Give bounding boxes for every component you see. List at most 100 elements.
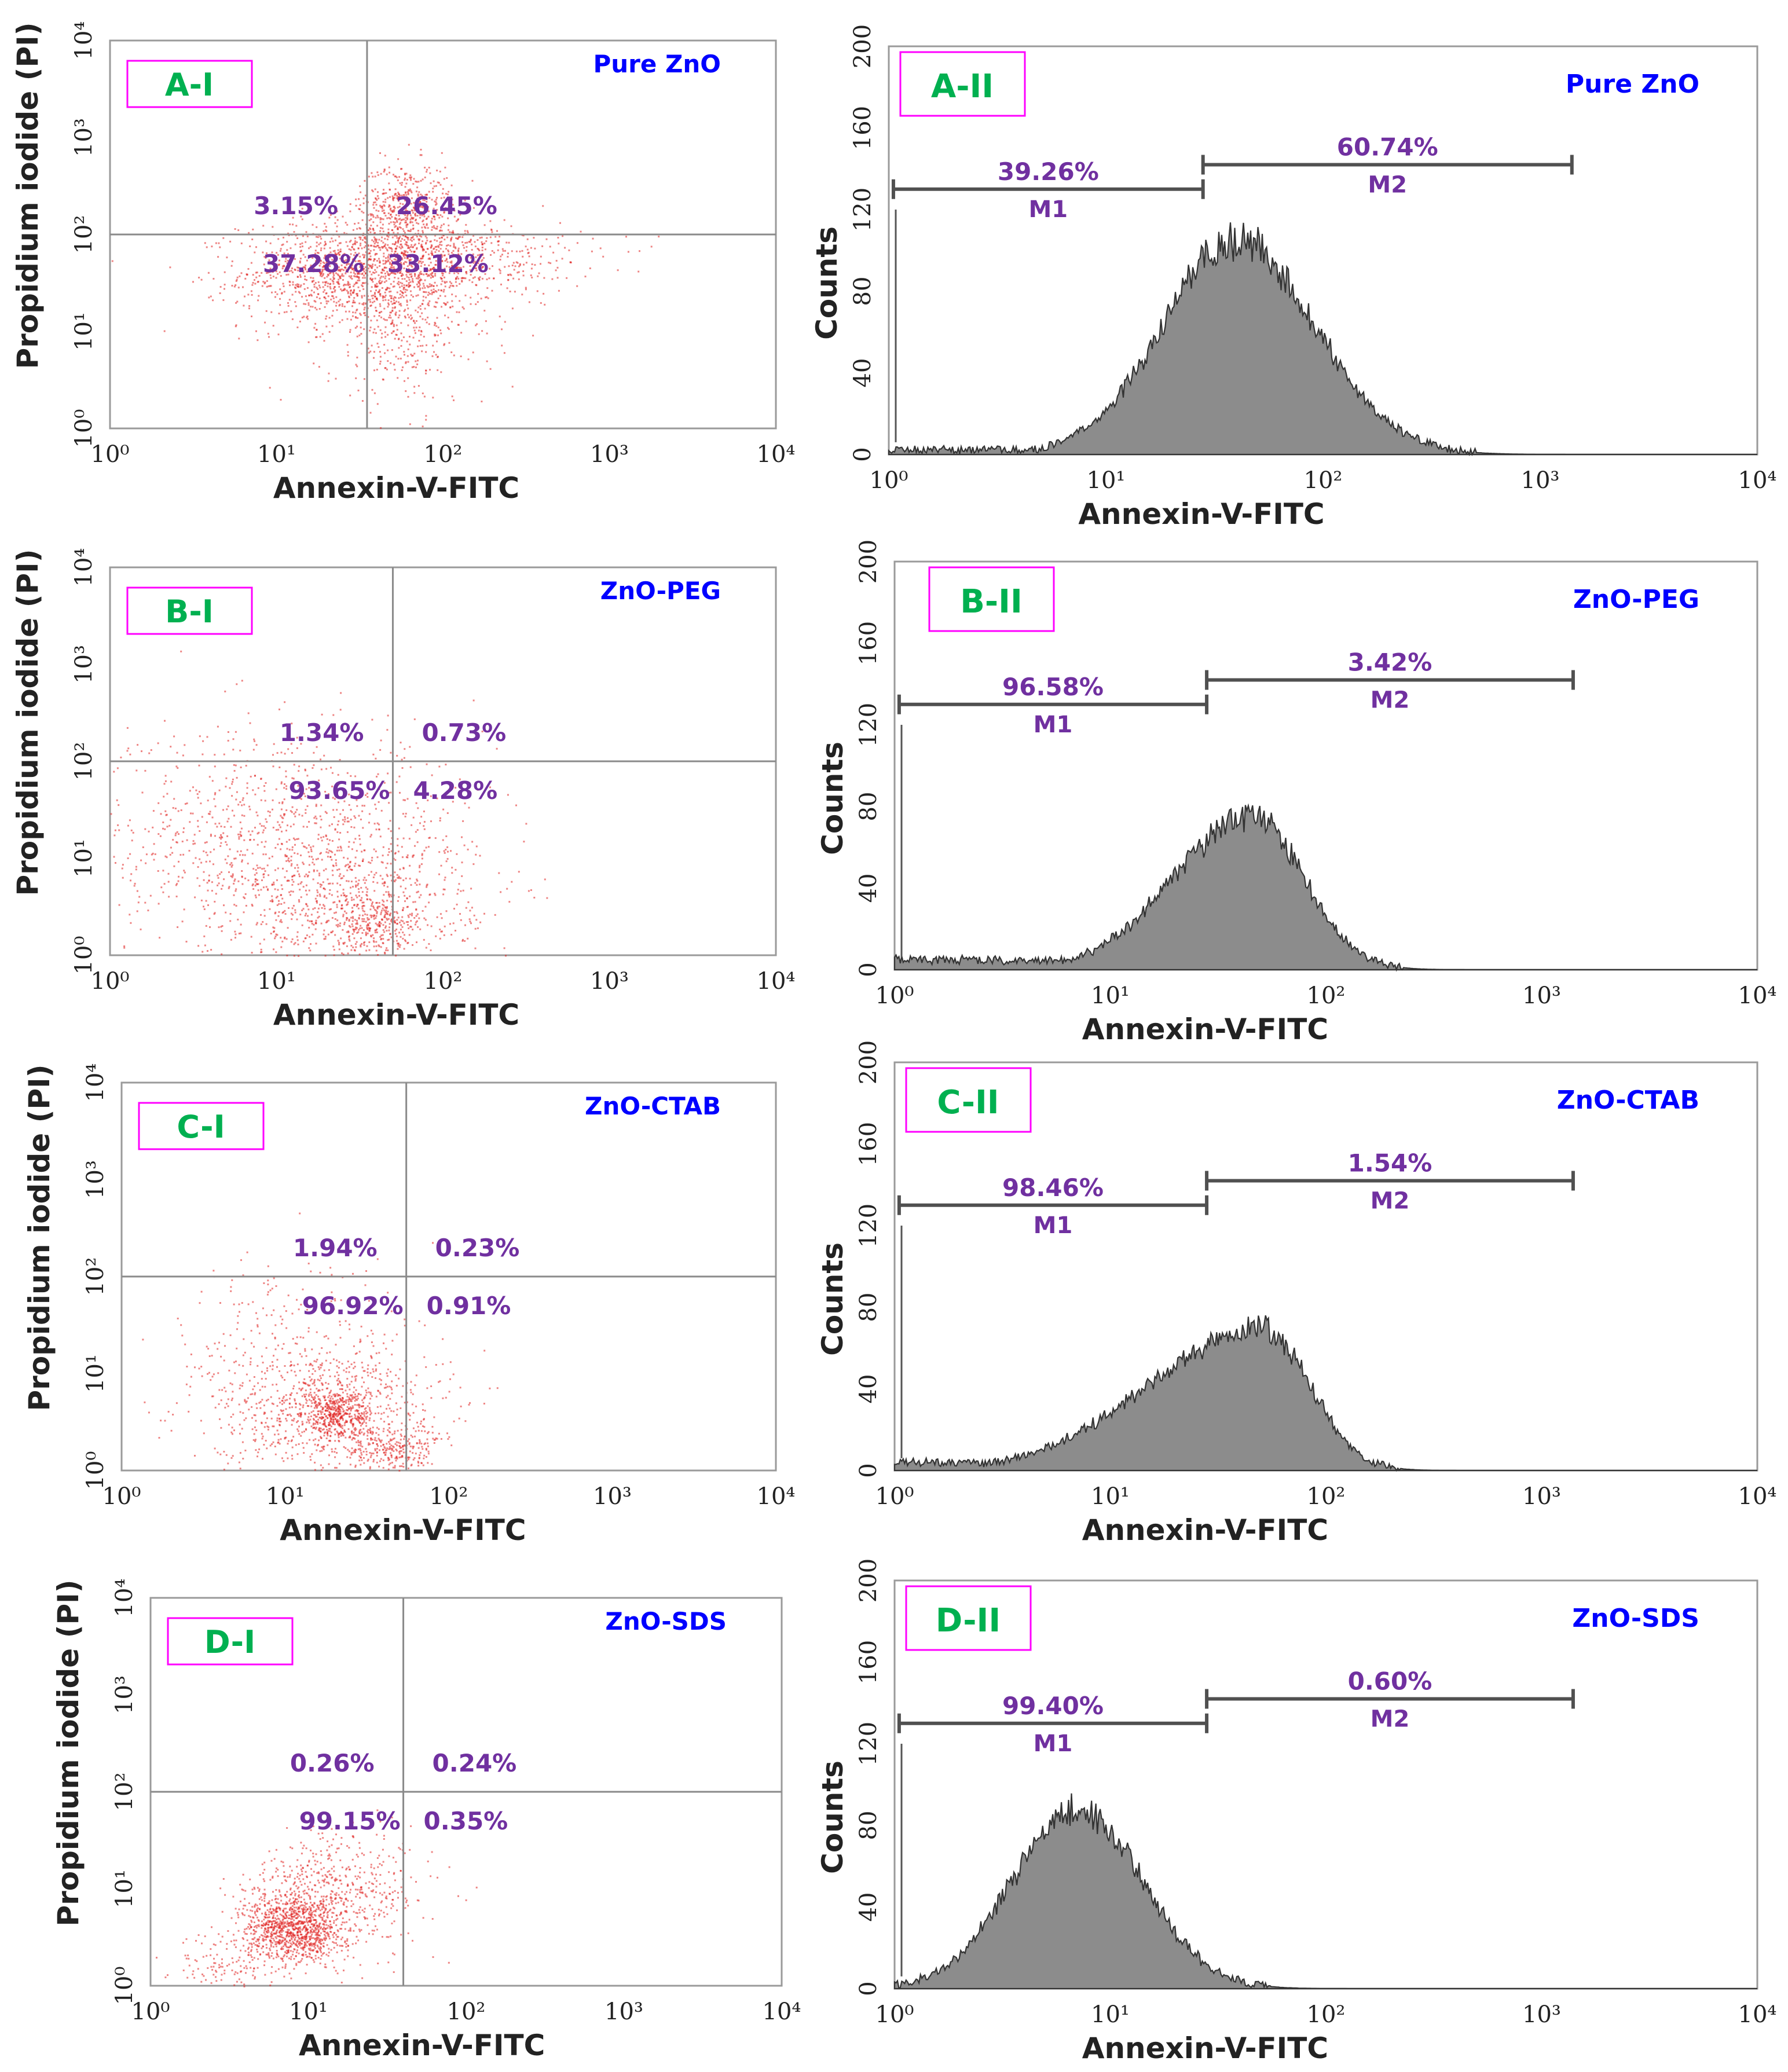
event-dot [268,1426,270,1428]
event-dot [235,325,237,328]
event-dot [457,266,459,269]
event-dot [398,347,400,349]
event-dot [262,831,264,834]
event-dot [223,1387,226,1389]
event-dot [291,1446,294,1448]
event-dot [385,867,387,869]
event-dot [225,786,227,788]
event-dot [387,302,390,305]
x-tick-label: 10⁰ [91,968,130,995]
event-dot [398,215,400,217]
event-dot [313,751,315,754]
event-dot [301,842,303,844]
event-dot [283,311,285,313]
event-dot [438,246,439,248]
event-dot [406,210,409,212]
event-dot [251,884,254,886]
event-dot [307,851,310,853]
event-dot [445,271,447,273]
event-dot [448,272,450,274]
event-dot [412,929,414,931]
event-dot [318,298,321,299]
event-dot [389,311,391,314]
event-dot [409,188,411,190]
event-dot [382,297,384,299]
event-dot [362,288,365,290]
event-dot [349,861,351,863]
event-dot [153,859,155,861]
event-dot [375,1368,378,1370]
event-dot [351,259,354,261]
event-dot [358,198,360,200]
event-dot [367,267,369,270]
event-dot [397,1429,399,1432]
event-dot [386,239,389,241]
event-dot [170,746,172,748]
event-dot [181,877,184,879]
event-dot [376,822,379,824]
event-dot [466,206,468,208]
event-dot [358,279,361,281]
event-dot [420,816,423,818]
event-dot [220,842,222,844]
event-dot [208,918,211,919]
event-dot [470,274,472,276]
event-dot [331,823,333,826]
event-dot [363,312,365,314]
event-dot [404,316,406,317]
event-dot [410,318,412,320]
event-dot [414,243,416,245]
event-dot [313,280,315,282]
event-dot [371,859,373,861]
event-dot [248,307,250,310]
event-dot [401,238,403,240]
event-dot [301,250,302,252]
event-dot [251,1417,253,1419]
event-dot [276,752,279,754]
event-dot [255,1403,258,1405]
event-dot [240,272,243,274]
event-dot [261,951,263,953]
event-dot [271,899,273,901]
event-dot [332,901,335,904]
event-dot [337,249,339,251]
event-dot [353,1367,355,1369]
event-dot [420,236,423,238]
event-dot [325,292,327,295]
event-dot [348,1371,350,1373]
event-dot [373,392,376,394]
event-dot [466,272,468,274]
event-dot [359,1422,361,1424]
event-dot [424,194,427,196]
event-dot [383,171,385,173]
event-dot [470,256,472,259]
event-dot [449,923,451,925]
event-dot [413,207,415,209]
event-dot [381,236,383,239]
event-dot [255,878,257,881]
event-dot [406,265,409,267]
event-dot [456,285,458,287]
event-dot [359,927,361,930]
event-dot [371,267,373,269]
event-dot [451,300,453,302]
event-dot [162,822,164,823]
event-dot [411,251,413,253]
event-dot [407,237,409,239]
event-dot [416,913,419,915]
event-dot [181,921,184,923]
event-dot [360,899,362,901]
event-dot [354,267,356,269]
event-dot [388,278,390,280]
event-dot [358,273,361,275]
event-dot [437,245,439,247]
event-dot [353,826,356,828]
event-dot [371,1395,373,1397]
event-dot [373,937,375,940]
event-dot [369,927,371,930]
event-dot [267,254,269,256]
event-dot [419,197,422,199]
event-dot [361,247,363,250]
event-dot [434,246,437,248]
event-dot [336,1452,338,1454]
